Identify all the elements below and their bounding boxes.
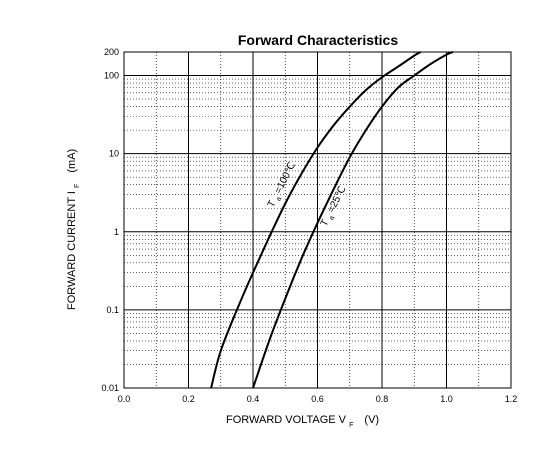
x-axis-label: FORWARD VOLTAGE V F (V): [226, 414, 379, 430]
y-axis-label-unit: (mA): [66, 149, 78, 173]
y-axis-label-main: FORWARD CURRENT I: [66, 191, 78, 310]
major-grid: [123, 52, 512, 389]
series-label-25c-main: T: [319, 218, 332, 228]
y-tick-label: 100: [104, 71, 119, 81]
x-axis-label-main: FORWARD VOLTAGE V: [226, 414, 347, 426]
tick-labels: 0.0 0.2 0.4 0.6 0.8 1.0 1.2 0.01 0.1 1 10 100 200: [101, 47, 517, 404]
y-tick-label: 200: [104, 47, 119, 57]
y-tick-label: 0.1: [106, 305, 119, 315]
x-tick-label: 0.4: [247, 394, 260, 404]
x-tick-label: 1.0: [440, 394, 453, 404]
minor-grid: [124, 51, 511, 388]
y-tick-label: 0.01: [101, 383, 119, 393]
series-label-25c-sub: a: [328, 215, 336, 222]
series-label-100c-sub: a: [275, 196, 283, 203]
y-axis-label-sub: F: [74, 184, 81, 188]
series-label-25c: T a =25℃: [319, 185, 351, 230]
x-axis-label-sub: F: [349, 422, 353, 429]
series-layer: [210, 51, 454, 389]
x-tick-label: 0.8: [376, 394, 389, 404]
series-label-100c-main: T: [266, 199, 279, 209]
plot-frame: [123, 51, 512, 389]
y-axis-label: FORWARD CURRENT I F (mA): [66, 149, 82, 310]
x-axis-label-unit: (V): [364, 414, 379, 426]
y-tick-label: 10: [109, 149, 119, 159]
x-tick-label: 0.0: [118, 394, 131, 404]
x-tick-label: 1.2: [505, 394, 518, 404]
series-line-25c: [252, 51, 454, 389]
series-line-100c: [210, 51, 422, 389]
y-tick-label: 1: [114, 227, 119, 237]
x-tick-label: 0.2: [182, 394, 195, 404]
chart-title: Forward Characteristics: [238, 32, 398, 48]
x-tick-label: 0.6: [311, 394, 324, 404]
